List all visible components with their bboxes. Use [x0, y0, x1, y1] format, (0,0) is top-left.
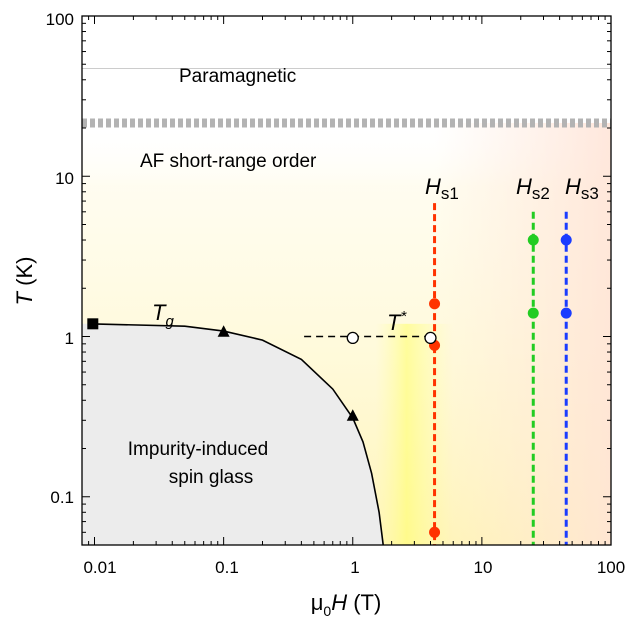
- x-axis-title: μ0H (T): [311, 590, 382, 619]
- tstar-point: [346, 331, 359, 345]
- tstar-point: [424, 331, 437, 345]
- hs3-point: [560, 234, 572, 246]
- hs3-label: Hs3: [565, 174, 599, 203]
- y-tick-label: 0.1: [50, 488, 74, 507]
- tg-square-point: [87, 318, 99, 330]
- x-tick-label: 1: [350, 558, 359, 577]
- x-tick-label: 0.1: [215, 558, 239, 577]
- tg-label: Tg: [152, 300, 174, 330]
- tg-curve: [88, 323, 384, 546]
- spin-glass-label-line2: spin glass: [169, 467, 254, 488]
- tg-triangle-point: [217, 325, 230, 337]
- x-tick-label: 100: [597, 558, 625, 577]
- tstar-label: T*: [387, 308, 407, 335]
- y-tick-label: 10: [55, 169, 74, 188]
- high-field-tint: [434, 122, 611, 545]
- axis-ticks: [81, 15, 612, 546]
- y-axis-title: T (K): [12, 257, 37, 306]
- x-tick-label: 10: [474, 558, 493, 577]
- paramagnetic-label: Paramagnetic: [179, 66, 296, 87]
- x-tick-label: 0.01: [83, 558, 116, 577]
- hs2-point: [527, 307, 539, 319]
- tg-triangle-point: [346, 409, 359, 421]
- hs3-point: [560, 307, 572, 319]
- hs2-point: [527, 234, 539, 246]
- critical-glow-tint: [375, 323, 454, 545]
- hs1-label: Hs1: [425, 174, 459, 203]
- spin-glass-label-line1: Impurity-induced: [128, 439, 268, 460]
- af-short-range-label: AF short-range order: [140, 151, 317, 172]
- hs1-point: [429, 298, 441, 310]
- hs2-label: Hs2: [516, 174, 550, 203]
- y-tick-label: 1: [65, 329, 74, 348]
- hs1-point: [429, 526, 441, 538]
- y-tick-label: 100: [46, 10, 74, 29]
- data-markers: [87, 234, 572, 538]
- spin-glass-region: [82, 323, 384, 545]
